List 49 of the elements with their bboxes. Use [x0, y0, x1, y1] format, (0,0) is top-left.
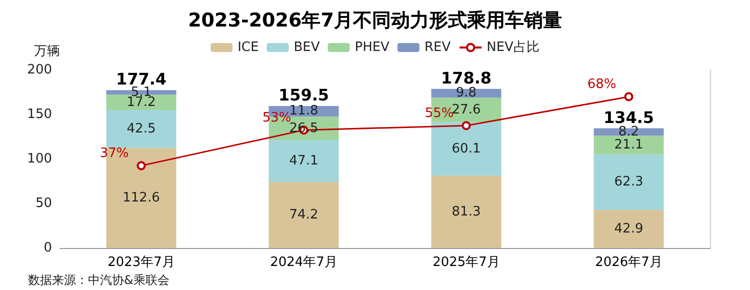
data-label: 42.5 [126, 121, 156, 136]
y-tick-label: 0 [44, 240, 52, 256]
data-label: 81.3 [452, 204, 481, 220]
point [136, 161, 146, 170]
data-label: 53% [262, 110, 292, 126]
y-axis-title: 万辆 [34, 44, 60, 59]
bar [594, 136, 664, 154]
y-tick-label: 200 [27, 62, 52, 78]
total-label: 134.5 [603, 108, 654, 127]
bar [594, 154, 664, 210]
x-tick-label: 2025年7月 [432, 255, 500, 270]
data-label: 60.1 [452, 141, 481, 156]
bar [594, 210, 664, 248]
x-tick-label: 2024年7月 [270, 255, 338, 270]
legend-label: NEV占比 [486, 40, 540, 55]
point [462, 121, 471, 130]
total-label: 178.8 [440, 68, 492, 88]
data-label: 47.1 [289, 154, 318, 169]
chart-title: 2023-2026年7月不同动力形式乘用车销量 [188, 10, 562, 32]
bar [106, 94, 176, 110]
bar [268, 140, 339, 182]
data-label: 62.3 [614, 174, 644, 190]
data-label: 11.8 [289, 104, 318, 119]
bar [106, 110, 176, 148]
y-tick-label: 100 [27, 152, 52, 166]
data-label: 8.2 [618, 124, 640, 140]
legend-label: ICE [238, 40, 259, 55]
total-label: 159.5 [278, 85, 330, 104]
data-label: 21.1 [614, 137, 644, 152]
bar [268, 182, 339, 248]
data-label: 55% [424, 106, 454, 122]
data-label: 74.2 [289, 207, 318, 222]
bar [431, 122, 502, 176]
legend-label: BEV [294, 40, 320, 55]
data-label: 9.8 [456, 86, 477, 101]
point [624, 92, 634, 102]
data-label: 68% [587, 77, 616, 92]
data-label: 42.9 [614, 221, 644, 236]
y-tick-label: 150 [27, 107, 52, 122]
legend-label: PHEV [354, 40, 390, 55]
data-label: 112.6 [122, 190, 160, 206]
source-note: 数据来源：中汽协&乘联会 [28, 273, 170, 287]
legend-label: REV [424, 40, 451, 55]
x-tick-label: 2026年7月 [595, 255, 662, 270]
data-label: 37% [100, 146, 129, 162]
x-tick-label: 2023年7月 [108, 255, 175, 270]
y-tick-label: 50 [35, 196, 52, 211]
bar [431, 176, 502, 248]
data-label: 27.6 [452, 102, 481, 118]
